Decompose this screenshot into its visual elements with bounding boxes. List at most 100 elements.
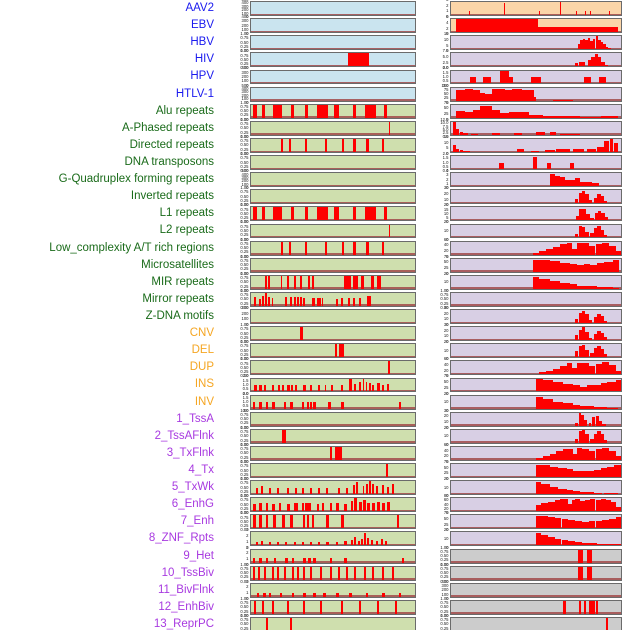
data-bar	[485, 106, 492, 118]
data-bar	[365, 592, 369, 597]
track-label-ins: INS	[194, 378, 214, 391]
data-bar	[346, 487, 349, 495]
data-bar	[306, 402, 310, 409]
y-tick-label: 20	[443, 390, 449, 396]
data-bar	[456, 128, 460, 135]
y-tick-label: 300	[241, 18, 249, 24]
data-bar	[532, 259, 540, 272]
y-tick-label: 1.00	[240, 150, 249, 156]
y-tick-label: 200	[441, 587, 449, 593]
data-bar	[306, 515, 310, 529]
y-tick-label: 0	[246, 99, 249, 105]
data-bar	[318, 385, 320, 392]
data-bar	[293, 296, 297, 306]
y-tick-label: 0.75	[240, 599, 249, 605]
data-bar	[303, 298, 306, 306]
y-axis-left: 0.0 0.5 1.0 1.5 2.0	[218, 374, 250, 396]
baseline	[251, 441, 415, 443]
data-bar	[537, 26, 618, 33]
y-tick-label: 0.75	[240, 189, 249, 195]
y-tick-label: 0.00	[440, 612, 449, 618]
y-tick-label: 0.75	[240, 463, 249, 469]
data-bar	[575, 62, 579, 67]
y-tick-label: 0	[446, 510, 449, 516]
y-tick-label: 0.00	[240, 150, 249, 156]
track-label-a-phased-repeats: A-Phased repeats	[121, 121, 214, 134]
y-tick-label: 0	[446, 356, 449, 362]
data-bar	[354, 498, 357, 512]
baseline	[451, 578, 621, 580]
data-bar	[310, 566, 312, 580]
y-tick-label: 0.25	[240, 488, 249, 494]
baseline	[251, 253, 415, 255]
y-tick-label: 0	[446, 373, 449, 379]
data-bar	[292, 566, 294, 580]
data-bar	[600, 115, 618, 118]
track-label-inverted-repeats: Inverted repeats	[130, 190, 214, 203]
y-axis-right: 0 20 40 60	[424, 356, 450, 379]
y-tick-label: 10	[443, 36, 449, 42]
y-tick-label: 500	[241, 82, 249, 88]
y-tick-label: 0.0	[442, 65, 449, 71]
track-label-11-bivflnk: 11_BivFlnk	[157, 583, 214, 596]
y-tick-label: 2	[246, 532, 249, 538]
baseline	[451, 304, 621, 306]
y-tick-label: 10	[443, 535, 449, 541]
data-bar	[575, 318, 579, 323]
data-bar	[334, 344, 337, 358]
y-tick-label: 500	[242, 0, 249, 2]
y-tick-label: 0.50	[240, 159, 249, 165]
data-bar	[377, 275, 381, 289]
data-bar	[386, 464, 389, 477]
data-bar	[357, 540, 360, 546]
y-tick-label: 300	[241, 69, 249, 75]
data-bar	[559, 366, 567, 375]
data-bar	[300, 275, 303, 289]
data-bar	[541, 502, 548, 512]
data-bar	[301, 541, 304, 546]
y-tick-label: 1.00	[240, 510, 249, 516]
y-tick-label: 0	[446, 493, 449, 499]
y-tick-label: 0.50	[240, 244, 249, 250]
y-tick-label: 20	[443, 219, 449, 225]
baseline	[451, 13, 621, 16]
y-tick-label: 6	[446, 14, 449, 20]
data-bar	[505, 89, 513, 101]
data-bar	[585, 39, 588, 50]
data-bar	[519, 111, 530, 118]
y-tick-label: 1.00	[240, 185, 249, 191]
y-axis-right: 0 25 50 75	[424, 100, 450, 122]
data-bar	[593, 469, 601, 477]
data-bar	[600, 498, 606, 512]
y-tick-label: 75	[443, 373, 449, 379]
y-tick-label: 0.50	[440, 621, 449, 627]
y-tick-label: 0.00	[240, 373, 249, 379]
track-label-13-reprpc: 13_ReprPC	[153, 617, 214, 630]
y-tick-label: 0.25	[240, 232, 249, 238]
baseline	[251, 64, 415, 67]
data-bar	[341, 515, 344, 529]
y-tick-label: 100	[241, 10, 249, 16]
y-tick-label: 15	[443, 31, 449, 37]
data-bar	[285, 297, 288, 306]
data-bar	[539, 278, 550, 289]
track-panel-left	[250, 377, 416, 393]
data-bar	[382, 566, 385, 580]
y-tick-label: 0.00	[240, 424, 249, 430]
y-tick-label: 2	[246, 584, 249, 590]
data-bar	[541, 535, 548, 546]
data-bar	[362, 378, 365, 392]
data-bar	[588, 423, 592, 426]
y-axis-right: 0 10 20 30	[424, 408, 450, 430]
data-bar	[568, 504, 572, 512]
y-tick-label: 0.25	[240, 523, 249, 529]
data-bar	[336, 503, 339, 512]
y-tick-label: 0	[246, 561, 249, 567]
data-bar	[341, 385, 343, 392]
data-bar	[600, 434, 604, 443]
y-tick-label: 400	[241, 65, 249, 71]
data-bar	[588, 200, 593, 204]
y-tick-label: 0.25	[440, 608, 449, 614]
data-bar	[264, 292, 268, 306]
